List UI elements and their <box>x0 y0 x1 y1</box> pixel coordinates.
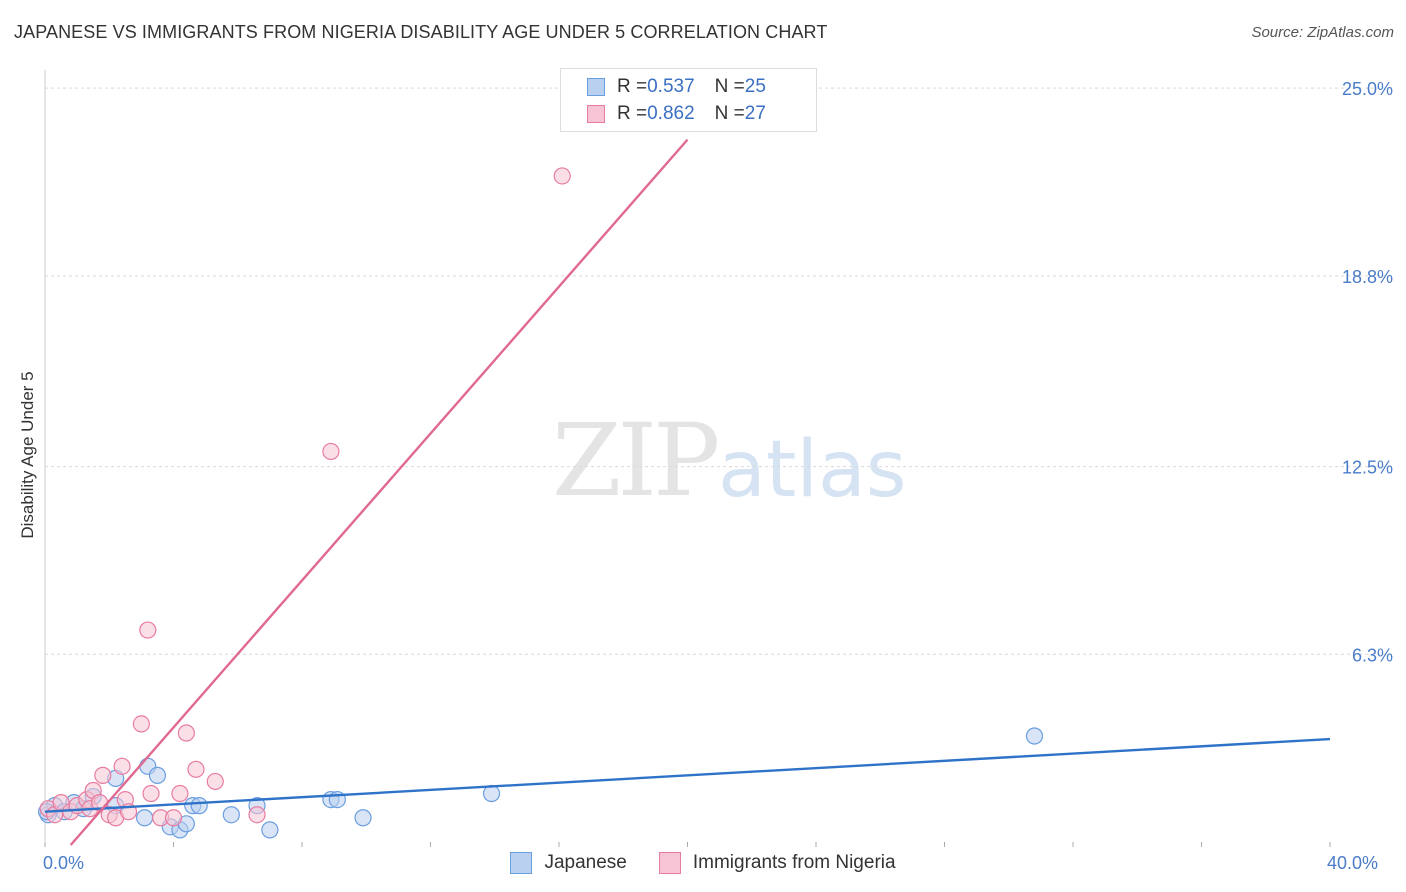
legend-n-value: 25 <box>744 76 766 97</box>
x-tick-label: 40.0% <box>1327 853 1378 873</box>
data-point-nigeria <box>248 806 266 824</box>
data-point-nigeria <box>164 809 183 827</box>
series-legend: Japanese Immigrants from Nigeria <box>0 852 1406 874</box>
data-point-nigeria <box>171 784 189 803</box>
trendline-nigeria <box>69 138 689 846</box>
y-tick-label: 25.0% <box>1342 79 1393 99</box>
watermark-zip: ZIP <box>552 402 720 519</box>
series-name-japanese: Japanese <box>544 852 627 873</box>
data-point-nigeria <box>553 167 571 185</box>
data-point-nigeria <box>206 772 224 791</box>
data-point-japanese <box>261 821 279 839</box>
data-point-nigeria <box>132 715 150 733</box>
legend-swatch-pink <box>587 105 605 123</box>
legend-n-label: N = <box>714 76 745 97</box>
legend-swatch-blue <box>587 78 605 96</box>
watermark-atlas: atlas <box>718 425 907 515</box>
y-tick-label: 18.8% <box>1342 267 1393 287</box>
y-tick-label: 6.3% <box>1352 645 1393 665</box>
data-point-nigeria <box>177 724 195 742</box>
data-point-japanese <box>354 809 372 827</box>
series-legend-nigeria: Immigrants from Nigeria <box>658 852 896 874</box>
data-point-nigeria <box>142 784 160 803</box>
legend-r-value: 0.537 <box>647 76 695 97</box>
data-point-japanese <box>190 797 208 815</box>
chart-title: JAPANESE VS IMMIGRANTS FROM NIGERIA DISA… <box>14 22 828 42</box>
data-point-nigeria <box>94 766 112 784</box>
source-credit: Source: ZipAtlas.com <box>1251 24 1394 41</box>
legend-r-label: R = <box>617 76 648 97</box>
data-point-japanese <box>1025 727 1044 745</box>
data-point-nigeria <box>322 442 340 461</box>
data-point-nigeria <box>187 760 205 778</box>
data-point-nigeria <box>139 621 157 639</box>
legend-row-nigeria: R = 0.862 N = 27 <box>587 101 766 127</box>
series-swatch-japanese <box>510 852 533 874</box>
legend-row-japanese: R = 0.537 N = 25 <box>587 74 766 100</box>
data-point-japanese <box>222 806 240 824</box>
legend-n-label: N = <box>714 103 745 124</box>
series-legend-japanese: Japanese <box>510 852 627 874</box>
y-tick-label: 12.5% <box>1342 458 1393 478</box>
legend-r-label: R = <box>617 103 648 124</box>
series-name-nigeria: Immigrants from Nigeria <box>692 852 896 873</box>
trendline-japanese <box>44 737 1331 813</box>
legend-n-value: 27 <box>744 103 766 124</box>
legend-r-value: 0.862 <box>647 103 695 124</box>
data-point-japanese <box>135 809 154 827</box>
series-swatch-nigeria <box>658 852 681 874</box>
x-tick-label: 0.0% <box>43 853 84 873</box>
data-point-japanese <box>148 766 167 784</box>
data-point-nigeria <box>113 757 131 775</box>
correlation-legend: R = 0.537 N = 25 R = 0.862 N = 27 <box>560 68 817 132</box>
